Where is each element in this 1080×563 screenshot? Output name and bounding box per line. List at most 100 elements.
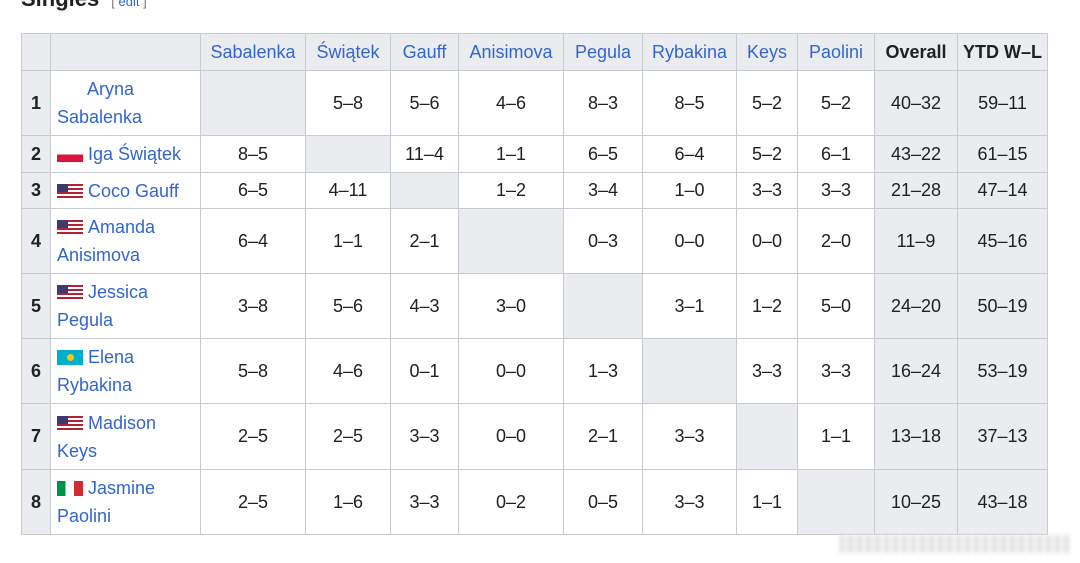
table-row: 1 Aryna Sabalenka 5–8 5–6 4–6 8–3 8–5 5–2 5–2 40–… <box>21 70 1048 136</box>
result-cell: 5–2 <box>736 135 798 173</box>
result-cell: 0–1 <box>390 338 459 404</box>
kazakhstan-flag-icon <box>57 350 83 365</box>
ytd-cell: 37–13 <box>957 403 1048 470</box>
table-row: 3 Coco Gauff 6–5 4–11 1–2 3–4 1–0 3–3 3–3 21–28 47… <box>21 172 1048 209</box>
usa-flag-icon <box>57 415 83 431</box>
result-cell: 2–5 <box>305 403 391 470</box>
result-cell: 2–5 <box>200 403 306 470</box>
result-cell: 11–4 <box>390 135 459 173</box>
result-cell: 5–2 <box>797 70 875 136</box>
rank-cell: 2 <box>21 135 51 173</box>
column-header[interactable]: Paolini <box>797 33 875 71</box>
result-cell: 5–8 <box>305 70 391 136</box>
ytd-cell: 53–19 <box>957 338 1048 404</box>
result-cell: 1–0 <box>642 172 737 209</box>
result-cell: 0–3 <box>563 208 643 274</box>
result-cell: 1–2 <box>458 172 564 209</box>
result-cell: 5–0 <box>797 273 875 339</box>
column-header[interactable]: Sabalenka <box>200 33 306 71</box>
table-row: 7 Madison Keys 2–5 2–5 3–3 0–0 2–1 3–3 1–1 13–18 3… <box>21 403 1048 470</box>
player-link[interactable]: Aryna Sabalenka <box>57 79 143 127</box>
rank-cell: 4 <box>21 208 51 274</box>
overall-cell: 24–20 <box>874 273 958 339</box>
result-cell: 6–1 <box>797 135 875 173</box>
header-row: Sabalenka Świątek Gauff Anisimova Pegula Ryba… <box>21 33 1048 71</box>
result-cell: 5–6 <box>390 70 459 136</box>
diagonal-cell <box>305 135 391 173</box>
player-cell: Elena Rybakina <box>50 338 201 404</box>
result-cell: 0–0 <box>736 208 798 274</box>
ytd-cell: 47–14 <box>957 172 1048 209</box>
column-header[interactable]: Świątek <box>305 33 391 71</box>
rank-cell: 5 <box>21 273 51 339</box>
column-header: YTD W–L <box>957 33 1048 71</box>
result-cell: 2–1 <box>563 403 643 470</box>
column-header[interactable]: Rybakina <box>642 33 737 71</box>
result-cell: 3–4 <box>563 172 643 209</box>
result-cell: 5–8 <box>200 338 306 404</box>
column-header: Overall <box>874 33 958 71</box>
table-row: 8 Jasmine Paolini 2–5 1–6 3–3 0–2 0–5 3–3 1–1 10–… <box>21 469 1048 535</box>
usa-flag-icon <box>57 285 83 300</box>
column-header[interactable]: Keys <box>736 33 798 71</box>
rank-cell: 8 <box>21 469 51 535</box>
column-header[interactable]: Anisimova <box>458 33 564 71</box>
result-cell: 6–4 <box>200 208 306 274</box>
result-cell: 1–1 <box>458 135 564 173</box>
section-heading: Singles [ edit ] <box>21 0 147 12</box>
edit-section: [ edit ] <box>111 0 146 9</box>
overall-cell: 21–28 <box>874 172 958 209</box>
player-cell: Iga Świątek <box>50 135 201 173</box>
result-cell: 3–3 <box>797 338 875 404</box>
result-cell: 0–2 <box>458 469 564 535</box>
table-row: 6 Elena Rybakina 5–8 4–6 0–1 0–0 1–3 3–3 3–3 16–2… <box>21 338 1048 404</box>
result-cell: 8–3 <box>563 70 643 136</box>
player-link[interactable]: Coco Gauff <box>88 180 179 201</box>
result-cell: 3–1 <box>642 273 737 339</box>
result-cell: 5–6 <box>305 273 391 339</box>
column-header[interactable]: Gauff <box>390 33 459 71</box>
rank-cell: 7 <box>21 403 51 470</box>
player-cell: Coco Gauff <box>50 172 201 209</box>
player-link[interactable]: Amanda Anisimova <box>57 217 156 265</box>
diagonal-cell <box>200 70 306 136</box>
result-cell: 3–3 <box>736 338 798 404</box>
player-cell: Jasmine Paolini <box>50 469 201 535</box>
result-cell: 1–1 <box>736 469 798 535</box>
result-cell: 3–3 <box>642 469 737 535</box>
player-link[interactable]: Elena Rybakina <box>57 347 135 395</box>
player-cell: Jessica Pegula <box>50 273 201 339</box>
result-cell: 8–5 <box>642 70 737 136</box>
overall-cell: 10–25 <box>874 469 958 535</box>
player-link[interactable]: Jasmine Paolini <box>57 478 156 526</box>
overall-cell: 40–32 <box>874 70 958 136</box>
diagonal-cell <box>797 469 875 535</box>
player-link[interactable]: Madison Keys <box>57 412 157 461</box>
result-cell: 4–6 <box>458 70 564 136</box>
result-cell: 6–5 <box>563 135 643 173</box>
column-header[interactable]: Pegula <box>563 33 643 71</box>
edit-link[interactable]: edit <box>118 0 140 9</box>
result-cell: 4–3 <box>390 273 459 339</box>
italy-flag-icon <box>57 481 83 496</box>
ytd-cell: 50–19 <box>957 273 1048 339</box>
result-cell: 3–3 <box>642 403 737 470</box>
corner-cell <box>50 33 201 71</box>
result-cell: 4–11 <box>305 172 391 209</box>
result-cell: 1–1 <box>305 208 391 274</box>
ytd-cell: 43–18 <box>957 469 1048 535</box>
player-link[interactable]: Jessica Pegula <box>57 282 149 330</box>
rank-cell: 3 <box>21 172 51 209</box>
poland-flag-icon <box>57 147 83 162</box>
table-row: 2 Iga Świątek 8–5 11–4 1–1 6–5 6–4 5–2 6–1 43–22 6… <box>21 135 1048 173</box>
result-cell: 3–3 <box>736 172 798 209</box>
result-cell: 3–3 <box>390 469 459 535</box>
result-cell: 0–0 <box>642 208 737 274</box>
table-row: 4 Amanda Anisimova 6–4 1–1 2–1 0–3 0–0 0–0 2–0 11… <box>21 208 1048 274</box>
result-cell: 3–0 <box>458 273 564 339</box>
ytd-cell: 59–11 <box>957 70 1048 136</box>
diagonal-cell <box>458 208 564 274</box>
result-cell: 1–2 <box>736 273 798 339</box>
result-cell: 6–4 <box>642 135 737 173</box>
player-link[interactable]: Iga Świątek <box>88 144 182 164</box>
